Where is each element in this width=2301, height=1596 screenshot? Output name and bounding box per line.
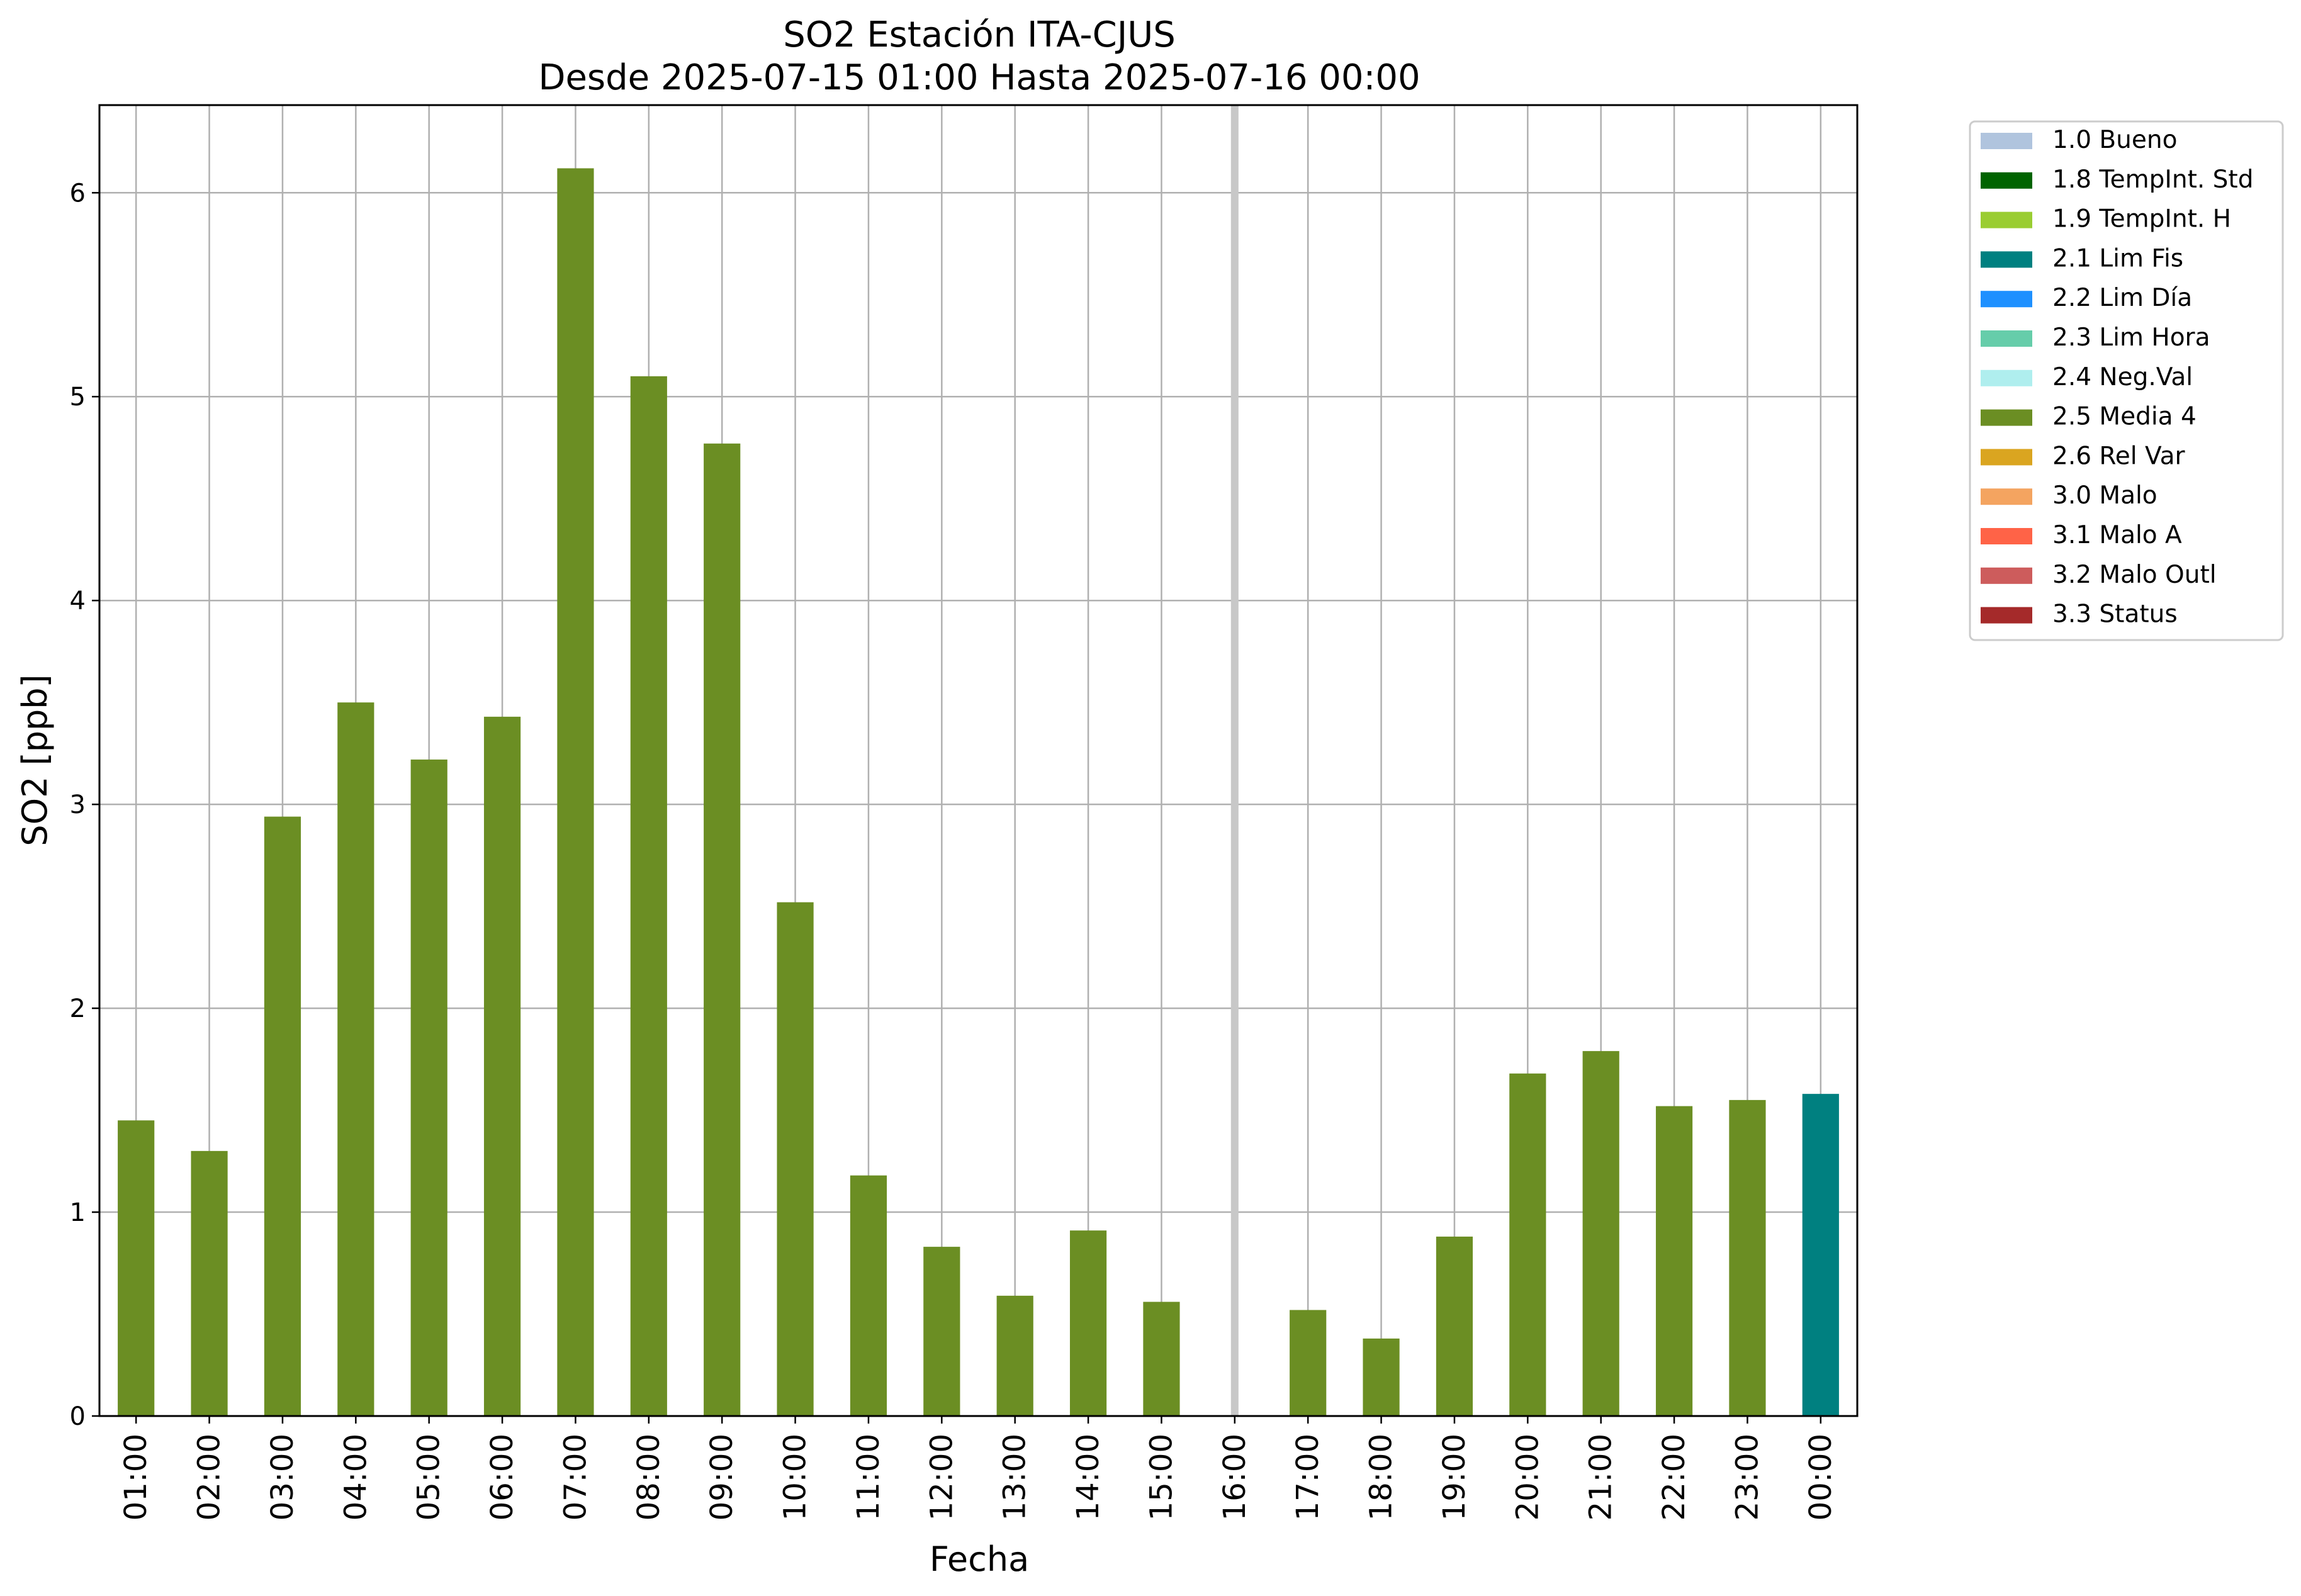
legend: 1.0 Bueno 1.8 TempInt. Std 1.9 TempInt. H 2… (1969, 120, 2284, 641)
bar-12:00 (923, 1247, 960, 1416)
bar-00:00 (1802, 1094, 1839, 1416)
bar-18:00 (1363, 1338, 1400, 1416)
bar-11:00 (850, 1175, 887, 1416)
y-axis: 0 1 2 3 4 5 6 (70, 179, 99, 1431)
bar-17:00 (1290, 1310, 1327, 1416)
x-tick-label: 21:00 (1584, 1434, 1619, 1520)
x-tick-label: 03:00 (265, 1434, 300, 1520)
chart-subtitle: Desde 2025-07-15 01:00 Hasta 2025-07-16 … (538, 57, 1420, 98)
legend-label: 2.5 Media 4 (2052, 403, 2197, 431)
bar-15:00 (1143, 1301, 1180, 1416)
x-tick-label: 17:00 (1290, 1434, 1325, 1520)
legend-swatch (1981, 330, 2032, 347)
y-tick-label: 6 (70, 179, 86, 208)
legend-label: 2.4 Neg.Val (2052, 363, 2193, 391)
legend-swatch (1981, 291, 2032, 308)
legend-label: 2.6 Rel Var (2052, 442, 2186, 470)
legend-label: 3.2 Malo Outl (2052, 561, 2217, 589)
x-tick-label: 02:00 (192, 1434, 227, 1520)
bar-05:00 (410, 759, 447, 1416)
x-tick-label: 13:00 (998, 1434, 1033, 1520)
bar-03:00 (264, 816, 301, 1416)
bar-04:00 (337, 702, 374, 1416)
y-tick-label: 3 (70, 790, 86, 819)
bar-09:00 (704, 443, 741, 1417)
x-tick-label: 15:00 (1144, 1434, 1179, 1520)
legend-label: 2.1 Lim Fis (2052, 244, 2183, 273)
legend-swatch (1981, 528, 2032, 544)
x-tick-label: 14:00 (1071, 1434, 1106, 1520)
legend-swatch (1981, 369, 2032, 386)
legend-label: 1.0 Bueno (2052, 126, 2177, 154)
bar-02:00 (191, 1150, 228, 1416)
bar-22:00 (1655, 1106, 1693, 1416)
bar-07:00 (557, 168, 594, 1416)
x-tick-label: 11:00 (851, 1434, 886, 1520)
x-axis: 01:00 02:00 03:00 04:00 05:00 06:00 07:00 08:00… (118, 1416, 1838, 1520)
x-tick-label: 23:00 (1730, 1434, 1765, 1520)
legend-swatch (1981, 172, 2032, 189)
y-tick-label: 4 (70, 587, 86, 615)
legend-label: 3.1 Malo A (2052, 521, 2182, 549)
legend-swatch (1981, 449, 2032, 466)
x-axis-label: Fecha (930, 1539, 1029, 1579)
bar-08:00 (630, 376, 667, 1417)
x-tick-label: 18:00 (1364, 1434, 1399, 1520)
x-tick-label: 08:00 (631, 1434, 667, 1520)
legend-swatch (1981, 607, 2032, 624)
x-tick-label: 07:00 (558, 1434, 593, 1520)
legend-label: 2.3 Lim Hora (2052, 323, 2210, 352)
x-tick-label: 16:00 (1217, 1434, 1252, 1520)
bar-10:00 (777, 902, 814, 1416)
bar-19:00 (1436, 1236, 1473, 1416)
bar-13:00 (996, 1295, 1033, 1416)
y-tick-label: 1 (70, 1198, 86, 1227)
x-tick-label: 22:00 (1657, 1434, 1692, 1520)
legend-swatch (1981, 211, 2032, 228)
legend-swatch (1981, 567, 2032, 584)
legend-label: 2.2 Lim Día (2052, 284, 2192, 312)
plot-frame (98, 104, 1859, 1417)
y-tick-label: 2 (70, 994, 86, 1023)
y-tick-label: 0 (70, 1402, 86, 1431)
legend-label: 3.3 Status (2052, 600, 2178, 629)
legend-swatch (1981, 488, 2032, 505)
bar-21:00 (1582, 1051, 1619, 1416)
legend-frame (1969, 120, 2284, 641)
x-tick-label: 00:00 (1803, 1434, 1838, 1520)
y-axis-label: SO2 [ppb] (15, 674, 55, 846)
chart-title: SO2 Estación ITA-CJUS (783, 14, 1176, 55)
x-tick-label: 06:00 (485, 1434, 520, 1520)
bar-20:00 (1509, 1073, 1546, 1416)
x-tick-label: 05:00 (412, 1434, 447, 1520)
x-tick-label: 01:00 (118, 1434, 154, 1520)
legend-swatch (1981, 251, 2032, 268)
x-tick-label: 09:00 (704, 1434, 740, 1520)
missing-data-marker (1230, 105, 1239, 1416)
legend-label: 3.0 Malo (2052, 481, 2158, 510)
x-tick-label: 19:00 (1437, 1434, 1472, 1520)
y-tick-label: 5 (70, 383, 86, 412)
legend-label: 1.8 TempInt. Std (2052, 166, 2253, 194)
bar-14:00 (1069, 1230, 1107, 1416)
legend-swatch (1981, 409, 2032, 426)
x-tick-label: 20:00 (1510, 1434, 1545, 1520)
legend-label: 1.9 TempInt. H (2052, 205, 2231, 233)
bar-01:00 (118, 1120, 155, 1416)
x-tick-label: 12:00 (924, 1434, 959, 1520)
bars (118, 105, 1839, 1417)
x-tick-label: 04:00 (338, 1434, 373, 1520)
bar-23:00 (1729, 1099, 1766, 1416)
legend-swatch (1981, 133, 2032, 149)
bar-06:00 (483, 716, 521, 1416)
x-tick-label: 10:00 (778, 1434, 813, 1520)
